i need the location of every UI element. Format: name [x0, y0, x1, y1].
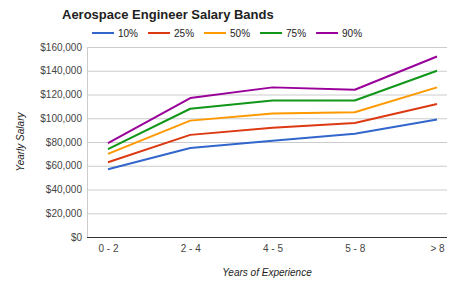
y-tick: $60,000 [46, 160, 447, 171]
x-tick: > 8 [430, 237, 445, 254]
y-tick-label: $60,000 [46, 160, 83, 171]
y-axis-title: Yearly Salary [15, 112, 26, 172]
y-tick-label: $100,000 [40, 113, 82, 124]
legend-item: 25% [148, 28, 194, 39]
grid-line [87, 237, 447, 238]
legend-swatch [204, 32, 226, 34]
legend-item: 75% [260, 28, 306, 39]
x-tick-label: 4 - 5 [263, 243, 283, 254]
grid-line [87, 118, 447, 119]
grid-line [87, 166, 447, 167]
x-tick: 2 - 4 [181, 237, 201, 254]
legend-label: 10% [118, 28, 138, 39]
y-tick: $160,000 [40, 42, 447, 53]
y-tick-label: $80,000 [46, 137, 83, 148]
grid-line [87, 71, 447, 72]
legend-swatch [148, 32, 170, 34]
y-tick: $0 [71, 232, 447, 243]
y-tick-label: $0 [71, 232, 83, 243]
y-axis-line [88, 48, 448, 238]
legend: 10% 25% 50% 75% 90% [92, 28, 362, 39]
legend-item: 50% [204, 28, 250, 39]
y-tick: $20,000 [46, 208, 447, 219]
grid-line [87, 95, 447, 96]
grid-line [87, 47, 447, 48]
x-tick-label: 2 - 4 [181, 243, 201, 254]
x-tick: 4 - 5 [263, 237, 283, 254]
x-tick: 5 - 8 [345, 237, 365, 254]
y-tick: $40,000 [46, 184, 447, 195]
legend-label: 50% [230, 28, 250, 39]
x-tick-label: > 8 [430, 243, 445, 254]
y-tick-label: $140,000 [40, 65, 82, 76]
legend-label: 90% [342, 28, 362, 39]
x-axis: 0 - 2 2 - 4 4 - 5 5 - 8 > 8 [98, 237, 445, 254]
legend-swatch [92, 32, 114, 34]
title: Aerospace Engineer Salary Bands [62, 7, 274, 22]
legend-item: 10% [92, 28, 138, 39]
chart: Aerospace Engineer Salary Bands $0 $20,000… [0, 0, 474, 293]
x-axis-line [109, 237, 438, 238]
y-axis: $0 $20,000 $40,000 $60,000 $80,000 $100,000 $1… [40, 42, 447, 243]
y-tick: $100,000 [40, 113, 447, 124]
y-tick-label: $120,000 [40, 89, 82, 100]
plot-area [108, 57, 437, 170]
x-tick-label: 5 - 8 [345, 243, 365, 254]
legend-item: 90% [316, 28, 362, 39]
series-line [108, 57, 437, 144]
grid-line [87, 190, 447, 191]
x-tick-label: 0 - 2 [98, 243, 118, 254]
y-tick-label: $40,000 [46, 184, 83, 195]
x-axis-title: Years of Experience [222, 267, 312, 278]
y-tick-label: $20,000 [46, 208, 83, 219]
legend-swatch [260, 32, 282, 34]
series-line [108, 71, 437, 149]
x-tick: 0 - 2 [98, 237, 118, 254]
series-line [108, 87, 437, 154]
legend-label: 75% [286, 28, 306, 39]
y-tick: $140,000 [40, 65, 447, 76]
y-tick-label: $160,000 [40, 42, 82, 53]
legend-swatch [316, 32, 338, 34]
grid-line [87, 213, 447, 214]
legend-label: 25% [174, 28, 194, 39]
